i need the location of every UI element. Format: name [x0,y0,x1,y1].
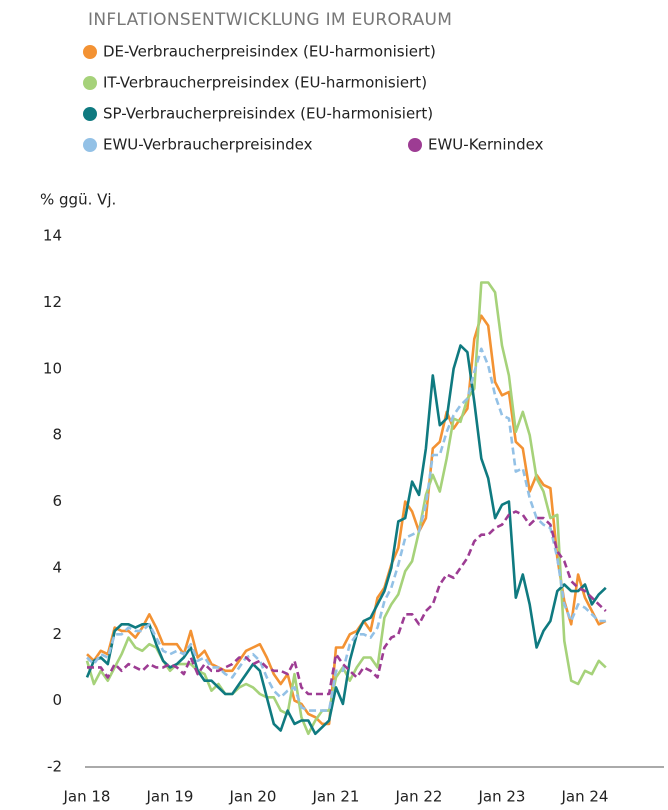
y-tick-label: 0 [52,691,62,709]
y-tick-label: 2 [52,625,62,643]
series-line [85,281,607,736]
y-tick-label: 12 [43,293,62,311]
legend-marker [408,138,422,152]
y-tick-label: 4 [52,558,62,576]
chart-title: INFLATIONSENTWICKLUNG IM EURORAUM [88,10,452,30]
x-tick-label: Jan 24 [561,788,609,806]
series-line [85,344,607,736]
legend-label: IT-Verbraucherpreisindex (EU-harmonisier… [103,74,427,92]
legend-marker [83,45,97,59]
series-line [86,314,607,726]
x-tick-label: Jan 22 [395,788,443,806]
x-tick-label: Jan 18 [63,788,111,806]
series-line [86,347,606,712]
legend-label: EWU-Verbraucherpreisindex [103,136,313,154]
y-tick-label: 10 [43,359,62,377]
y-axis-label: % ggü. Vj. [40,191,116,209]
x-tick-label: Jan 23 [478,788,526,806]
legend-label: EWU-Kernindex [428,136,544,154]
legend-marker [83,107,97,121]
y-tick-label: 14 [43,227,62,245]
series-line [87,510,607,696]
legend-marker [83,138,97,152]
y-tick-label: -2 [47,758,62,776]
legend-label: SP-Verbraucherpreisindex (EU-harmonisier… [103,105,433,123]
x-tick-label: Jan 20 [229,788,277,806]
x-tick-label: Jan 19 [146,788,194,806]
legend-marker [83,76,97,90]
legend-label: DE-Verbraucherpreisindex (EU-harmonisier… [103,43,436,61]
y-tick-label: 6 [52,492,62,510]
x-tick-label: Jan 21 [312,788,360,806]
y-tick-label: 8 [52,426,62,444]
